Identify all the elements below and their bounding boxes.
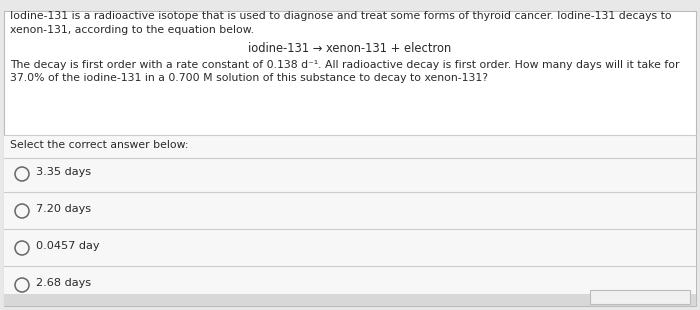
- Text: iodine-131 → xenon-131 + electron: iodine-131 → xenon-131 + electron: [248, 42, 452, 55]
- Text: Select the correct answer below:: Select the correct answer below:: [10, 140, 188, 150]
- Text: 37.0% of the iodine-131 in a 0.700 M solution of this substance to decay to xeno: 37.0% of the iodine-131 in a 0.700 M sol…: [10, 73, 488, 83]
- Text: xenon-131, according to the equation below.: xenon-131, according to the equation bel…: [10, 25, 254, 35]
- Text: Iodine-131 is a radioactive isotope that is used to diagnose and treat some form: Iodine-131 is a radioactive isotope that…: [10, 11, 671, 21]
- FancyBboxPatch shape: [590, 290, 690, 304]
- Text: 0.0457 day: 0.0457 day: [36, 241, 99, 251]
- FancyBboxPatch shape: [4, 135, 696, 306]
- Text: 3.35 days: 3.35 days: [36, 167, 91, 177]
- FancyBboxPatch shape: [4, 11, 696, 306]
- Text: The decay is first order with a rate constant of 0.138 d⁻¹. All radioactive deca: The decay is first order with a rate con…: [10, 60, 680, 70]
- Text: 2.68 days: 2.68 days: [36, 278, 91, 288]
- FancyBboxPatch shape: [4, 294, 696, 306]
- Text: 7.20 days: 7.20 days: [36, 204, 91, 214]
